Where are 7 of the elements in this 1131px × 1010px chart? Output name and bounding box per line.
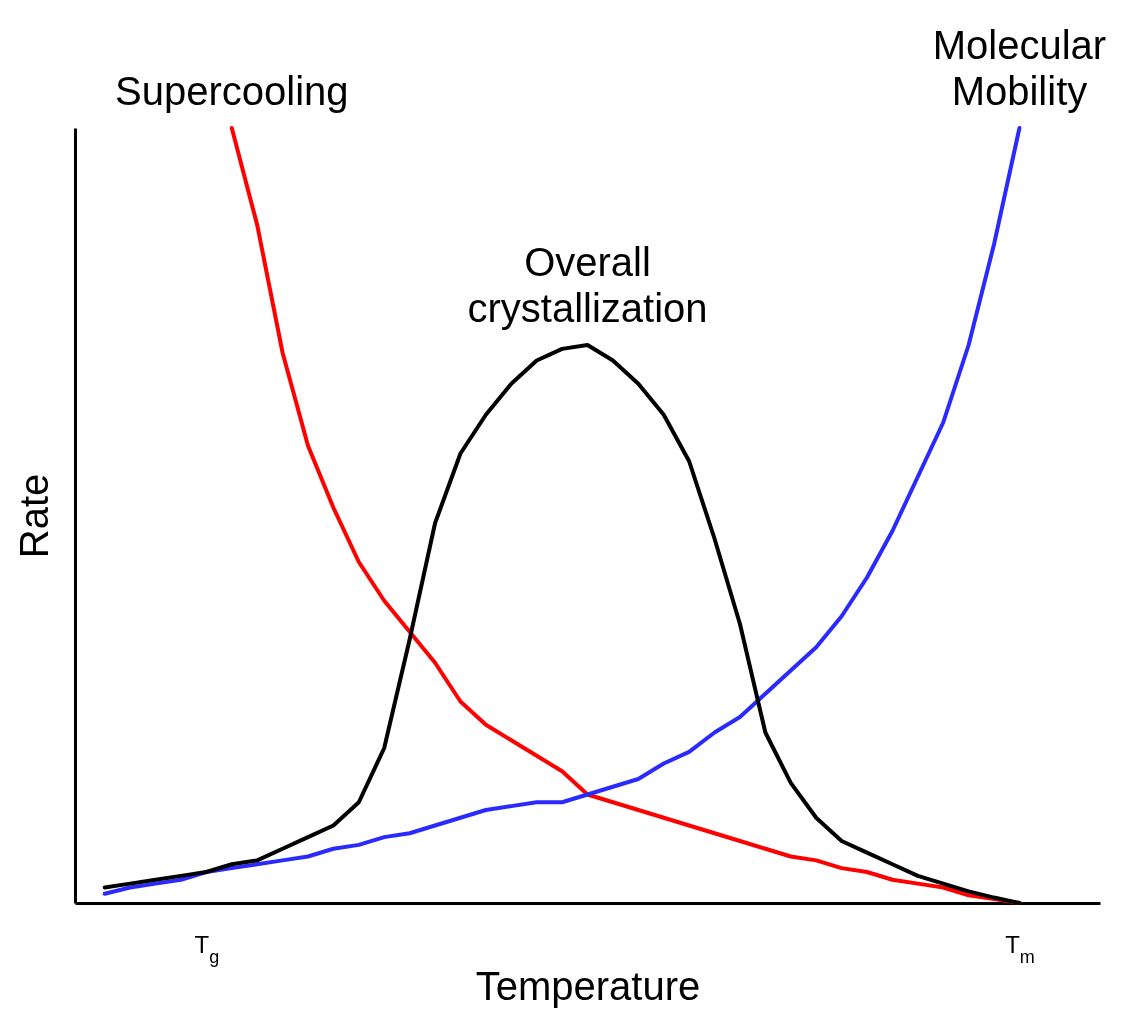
- x-axis-title: Temperature: [475, 963, 701, 1008]
- series-label: Overall crystallization: [467, 240, 708, 330]
- series-label: Molecular Mobility: [932, 23, 1107, 113]
- series-label: Supercooling: [115, 69, 349, 113]
- x-tick-label: T$_{g}$: [194, 930, 220, 967]
- x-tick-label: T$_{m}$: [1005, 930, 1035, 967]
- y-axis-title: Rate: [11, 473, 56, 559]
